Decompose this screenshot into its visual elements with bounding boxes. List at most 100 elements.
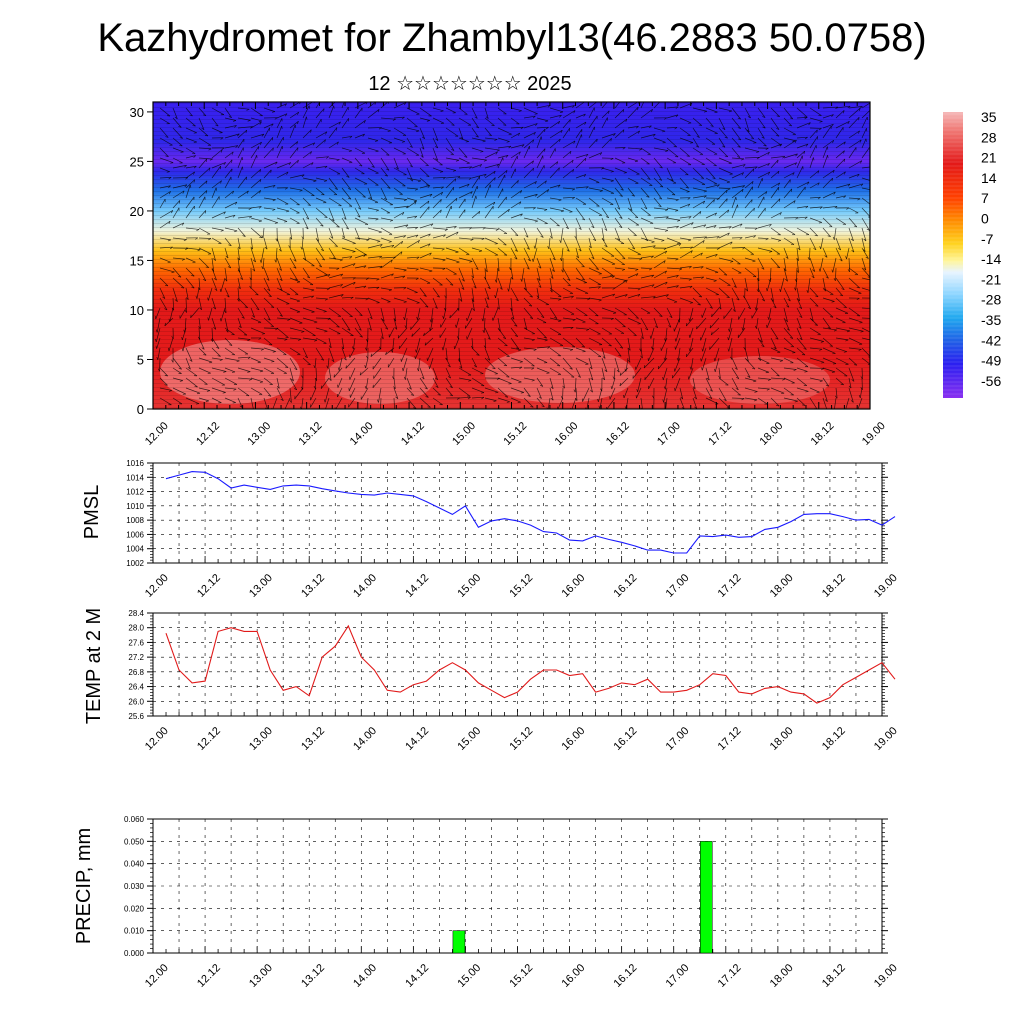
wind-vector-head <box>742 164 746 167</box>
wind-vector <box>714 347 720 362</box>
wind-vector <box>315 367 318 381</box>
wind-vector <box>276 171 289 179</box>
wind-vector-head <box>520 126 524 130</box>
wind-vector <box>560 227 564 243</box>
wind-vector <box>341 281 356 289</box>
wind-vector-head <box>821 361 825 364</box>
wind-vector <box>614 167 627 173</box>
wind-vector <box>315 217 324 227</box>
x-tick-label: 12.12 <box>195 725 223 753</box>
wind-vector <box>224 201 238 209</box>
chart-subtitle: 12 ☆☆☆☆☆☆☆ 2025 <box>368 73 572 95</box>
wind-vector <box>341 296 354 299</box>
wind-vector-head <box>688 318 691 322</box>
wind-vector-head <box>709 306 713 309</box>
wind-vector <box>432 177 446 179</box>
wind-vector <box>497 327 507 339</box>
wind-vector-head <box>635 273 639 277</box>
wind-vector <box>575 237 582 252</box>
wind-vector-head <box>235 145 239 148</box>
wind-vector <box>393 116 405 119</box>
wind-vector <box>679 265 692 269</box>
wind-vector <box>224 190 234 199</box>
wind-vector <box>237 356 251 359</box>
wind-vector <box>190 307 200 318</box>
wind-vector <box>562 110 576 119</box>
wind-vector-head <box>663 260 666 264</box>
wind-vector <box>679 167 689 176</box>
wind-vector <box>809 347 823 350</box>
wind-vector <box>562 128 570 139</box>
wind-vector-head <box>618 354 622 357</box>
wind-vector-head <box>237 246 241 250</box>
wind-vector <box>325 397 330 409</box>
wind-vector <box>705 297 713 309</box>
wind-vector-head <box>658 178 662 181</box>
wind-vector <box>263 137 274 149</box>
wind-vector <box>484 151 498 159</box>
wind-vector <box>627 287 641 290</box>
wind-vector <box>328 141 339 149</box>
wind-vector-head <box>807 181 810 185</box>
wind-vector <box>770 159 779 169</box>
wind-vector-head <box>440 110 444 112</box>
wind-vector <box>250 217 262 222</box>
wind-vector <box>380 197 393 206</box>
wind-vector-head <box>714 368 716 372</box>
wind-vector <box>315 119 322 129</box>
wind-vector <box>315 131 328 139</box>
wind-vector <box>614 337 624 349</box>
wind-vector <box>588 207 603 216</box>
wind-vector <box>373 367 382 379</box>
wind-vector-head <box>424 387 428 390</box>
wind-vector <box>521 267 525 282</box>
wind-vector-head <box>429 194 433 197</box>
wind-vector <box>822 106 838 109</box>
wind-vector-head <box>289 236 293 240</box>
wind-vector <box>484 237 498 245</box>
wind-vector-head <box>709 389 713 392</box>
wind-vector <box>692 200 705 209</box>
wind-vector <box>653 197 662 207</box>
colorbar-label: -56 <box>981 373 1001 389</box>
wind-vector <box>250 237 253 250</box>
wind-vector <box>557 397 564 409</box>
wind-vector <box>588 327 601 335</box>
wind-vector-head <box>343 357 347 361</box>
wind-vector <box>185 357 191 370</box>
wind-vector <box>705 377 713 392</box>
wind-vector-head <box>260 370 264 373</box>
wind-vector-head <box>379 256 382 259</box>
wind-vector <box>466 327 473 340</box>
wind-vector-head <box>272 351 276 353</box>
wind-vector <box>822 177 833 189</box>
wind-vector <box>289 287 299 295</box>
wind-vector <box>497 347 510 357</box>
wind-vector <box>783 127 796 135</box>
wind-vector-head <box>631 247 635 250</box>
wind-vector <box>458 137 469 142</box>
wind-vector <box>445 257 460 263</box>
wind-vector-head <box>688 216 692 219</box>
wind-vector-head <box>591 256 595 260</box>
wind-vector-head <box>777 182 781 186</box>
wind-vector-head <box>261 235 264 239</box>
wind-vector <box>822 277 826 292</box>
wind-vector <box>510 168 516 179</box>
wind-vector <box>627 207 639 218</box>
wind-vector <box>627 267 639 270</box>
wind-vector <box>636 387 642 399</box>
wind-vector-head <box>752 168 755 172</box>
y-tick-label: 1016 <box>126 459 144 468</box>
x-tick-label: 19.00 <box>872 572 900 600</box>
y-axis-label: PMSL <box>81 485 103 539</box>
wind-vector <box>653 227 668 231</box>
wind-vector <box>510 387 524 393</box>
wind-vector-head <box>515 347 519 350</box>
wind-vector <box>666 207 679 211</box>
wind-vector <box>705 225 717 229</box>
y-tick-label: 0.040 <box>124 860 145 869</box>
wind-vector <box>380 177 391 189</box>
wind-vector-head <box>274 222 278 224</box>
wind-vector <box>328 177 338 190</box>
